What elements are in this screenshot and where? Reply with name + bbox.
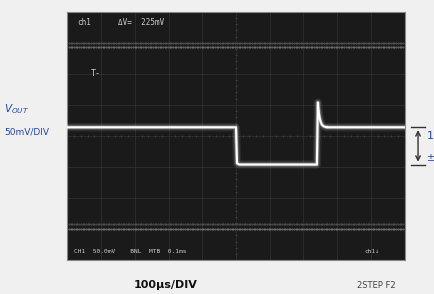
Text: 100μs/DIV: 100μs/DIV (133, 280, 197, 290)
Text: ch1↓: ch1↓ (363, 249, 378, 254)
Text: ch1: ch1 (77, 18, 91, 27)
Text: 50mV/DIV: 50mV/DIV (4, 128, 49, 137)
Text: 2STEP F2: 2STEP F2 (356, 280, 395, 290)
Text: $V_{OUT}$: $V_{OUT}$ (4, 102, 30, 116)
Text: T-: T- (91, 69, 101, 78)
Text: ΔV=  225mV: ΔV= 225mV (118, 18, 164, 27)
Text: CH1  50.0mV    BNL  MTB  0.1ms: CH1 50.0mV BNL MTB 0.1ms (74, 249, 186, 254)
Text: ±7.5%: ±7.5% (425, 153, 434, 163)
Text: 1.5V: 1.5V (425, 131, 434, 141)
